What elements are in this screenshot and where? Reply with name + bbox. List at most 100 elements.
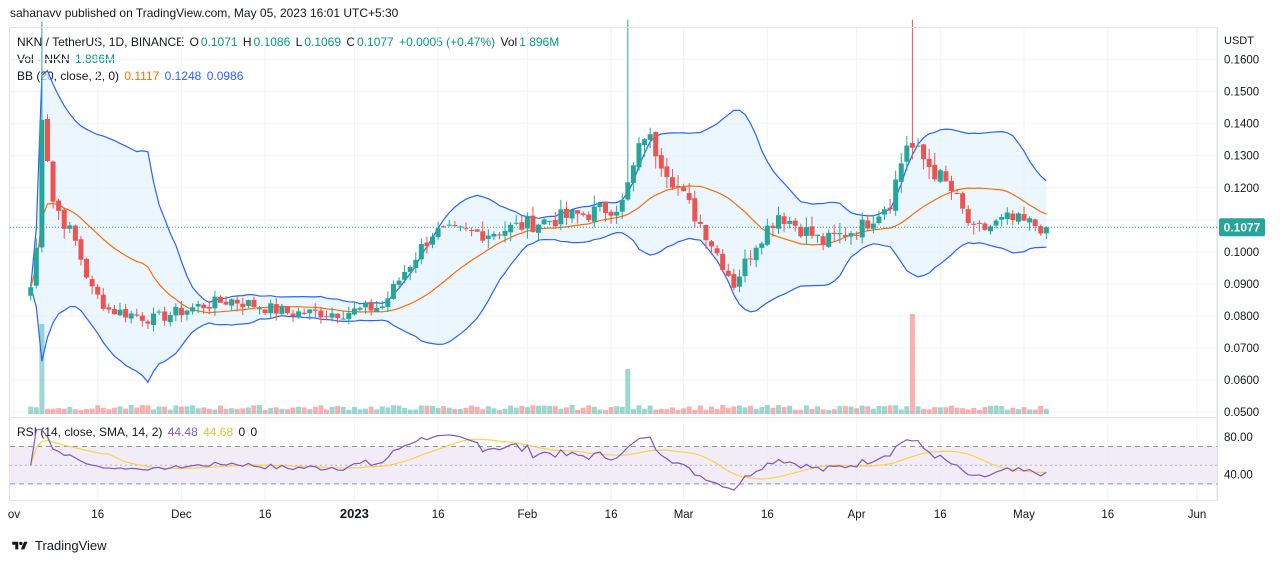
candle[interactable] bbox=[948, 175, 954, 201]
candle[interactable] bbox=[524, 212, 530, 239]
last-price-tag[interactable] bbox=[1219, 218, 1265, 237]
candle[interactable] bbox=[591, 195, 597, 228]
candle[interactable] bbox=[586, 211, 592, 223]
candle[interactable] bbox=[340, 311, 346, 320]
candle[interactable] bbox=[452, 221, 458, 228]
candle[interactable] bbox=[206, 300, 212, 315]
candle[interactable] bbox=[106, 303, 112, 314]
candle[interactable] bbox=[831, 224, 837, 242]
candle[interactable] bbox=[882, 206, 888, 220]
candle[interactable] bbox=[435, 221, 441, 240]
rsi-title[interactable]: RSI (14, close, SMA, 14, 2) bbox=[17, 425, 163, 439]
candle[interactable] bbox=[625, 19, 631, 201]
candle[interactable] bbox=[335, 313, 341, 324]
candle[interactable] bbox=[111, 304, 117, 315]
candle[interactable] bbox=[965, 205, 971, 227]
candle[interactable] bbox=[552, 212, 558, 228]
candle[interactable] bbox=[223, 295, 229, 306]
candle[interactable] bbox=[909, 19, 915, 160]
candle[interactable] bbox=[692, 190, 698, 228]
candle[interactable] bbox=[139, 312, 145, 327]
candle[interactable] bbox=[686, 183, 692, 204]
candle[interactable] bbox=[184, 309, 190, 321]
candle[interactable] bbox=[273, 298, 279, 321]
candle[interactable] bbox=[636, 137, 642, 171]
candle[interactable] bbox=[301, 308, 307, 315]
candle[interactable] bbox=[815, 234, 821, 243]
candle[interactable] bbox=[296, 307, 302, 319]
candle[interactable] bbox=[876, 210, 882, 225]
candle[interactable] bbox=[736, 269, 742, 293]
candle[interactable] bbox=[72, 224, 78, 246]
candle[interactable] bbox=[1004, 207, 1010, 225]
candle[interactable] bbox=[798, 223, 804, 239]
candle[interactable] bbox=[976, 220, 982, 232]
candle[interactable] bbox=[820, 233, 826, 251]
candle[interactable] bbox=[357, 306, 363, 311]
candle[interactable] bbox=[775, 206, 781, 234]
candle[interactable] bbox=[999, 213, 1005, 227]
candle[interactable] bbox=[279, 303, 285, 315]
candle[interactable] bbox=[837, 223, 843, 244]
candle[interactable] bbox=[117, 302, 123, 317]
candle[interactable] bbox=[123, 303, 129, 323]
candle[interactable] bbox=[904, 136, 910, 171]
candle[interactable] bbox=[67, 221, 73, 233]
candle[interactable] bbox=[441, 225, 447, 228]
candle[interactable] bbox=[290, 309, 296, 323]
candle[interactable] bbox=[630, 162, 636, 192]
candle[interactable] bbox=[245, 299, 251, 309]
candle[interactable] bbox=[725, 263, 731, 278]
candle[interactable] bbox=[937, 168, 943, 184]
candle[interactable] bbox=[675, 174, 681, 196]
candle[interactable] bbox=[720, 249, 726, 272]
candle[interactable] bbox=[56, 198, 62, 221]
candle[interactable] bbox=[195, 300, 201, 314]
candle[interactable] bbox=[513, 215, 519, 226]
candle[interactable] bbox=[312, 303, 318, 318]
candle[interactable] bbox=[50, 160, 56, 209]
candle[interactable] bbox=[257, 306, 263, 315]
candle[interactable] bbox=[162, 306, 168, 326]
candle[interactable] bbox=[826, 229, 832, 248]
candle[interactable] bbox=[413, 252, 419, 274]
footer-brand[interactable]: TradingView bbox=[10, 538, 107, 553]
candle[interactable] bbox=[742, 249, 748, 283]
candle[interactable] bbox=[1010, 209, 1016, 226]
candle[interactable] bbox=[212, 290, 218, 317]
candle[interactable] bbox=[368, 298, 374, 316]
candle[interactable] bbox=[893, 170, 899, 216]
candle[interactable] bbox=[748, 250, 754, 266]
candle[interactable] bbox=[658, 148, 664, 177]
candle[interactable] bbox=[954, 188, 960, 195]
candle[interactable] bbox=[1021, 206, 1027, 222]
candle[interactable] bbox=[614, 205, 620, 225]
candle[interactable] bbox=[787, 216, 793, 229]
candle[interactable] bbox=[284, 306, 290, 315]
candle[interactable] bbox=[407, 265, 413, 281]
candle[interactable] bbox=[530, 206, 536, 233]
candle[interactable] bbox=[870, 215, 876, 234]
candle[interactable] bbox=[926, 149, 932, 179]
candle[interactable] bbox=[842, 227, 848, 242]
candle[interactable] bbox=[268, 299, 274, 319]
candle[interactable] bbox=[803, 217, 809, 245]
candle[interactable] bbox=[642, 138, 648, 157]
candle[interactable] bbox=[1015, 212, 1021, 225]
candle[interactable] bbox=[960, 191, 966, 214]
candle[interactable] bbox=[714, 245, 720, 257]
candle[interactable] bbox=[993, 218, 999, 229]
symbol-title[interactable]: NKN / TetherUS, 1D, BINANCE bbox=[17, 35, 185, 49]
candle[interactable] bbox=[134, 308, 140, 318]
candle[interactable] bbox=[558, 199, 564, 231]
candle[interactable] bbox=[854, 231, 860, 241]
candle[interactable] bbox=[95, 284, 101, 299]
candle[interactable] bbox=[418, 238, 424, 265]
candle[interactable] bbox=[753, 245, 759, 268]
candle[interactable] bbox=[647, 127, 653, 149]
candle[interactable] bbox=[385, 291, 391, 313]
candle[interactable] bbox=[1027, 216, 1033, 231]
candle[interactable] bbox=[932, 152, 938, 182]
candle[interactable] bbox=[703, 224, 709, 249]
